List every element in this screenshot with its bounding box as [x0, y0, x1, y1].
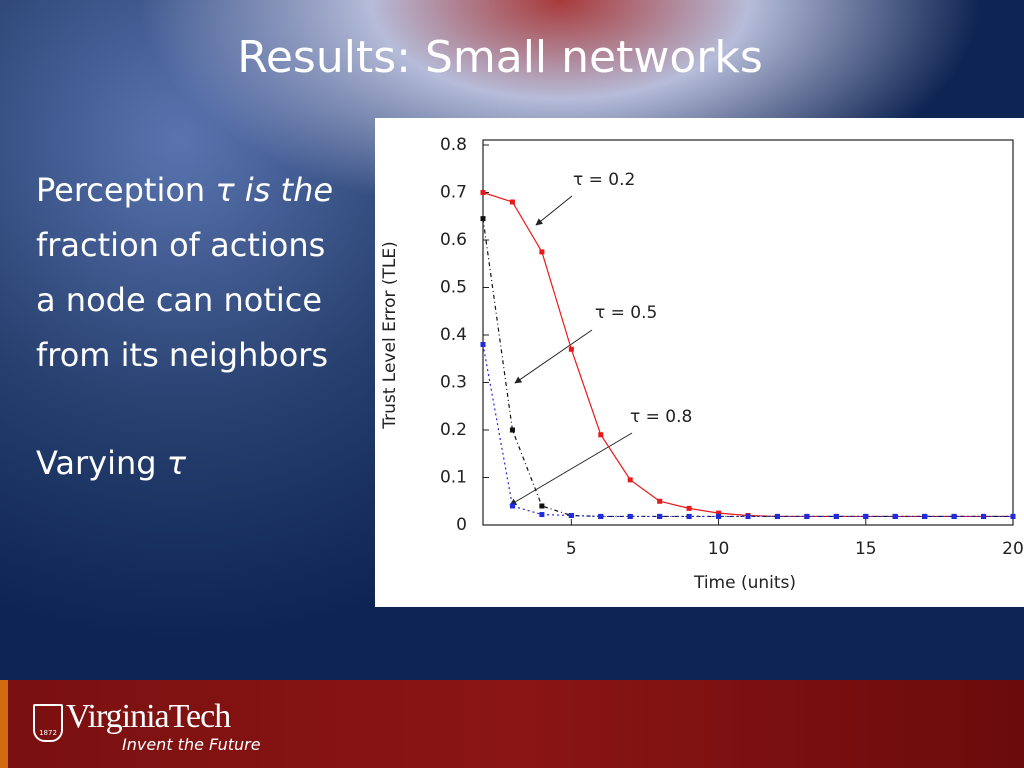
point — [892, 513, 898, 519]
x-tick-label: 5 — [566, 539, 577, 559]
point — [833, 513, 839, 519]
year: 1872 — [39, 729, 57, 737]
logo-shield: 1872 — [33, 704, 63, 742]
annotation: τ = 0.5 — [595, 303, 657, 323]
y-tick-label: 0.5 — [440, 278, 467, 298]
x-tick-label: 15 — [855, 539, 877, 559]
logo: VirginiaTech — [66, 698, 231, 735]
line: fraction of actions — [36, 226, 326, 264]
annotation: τ = 0.8 — [630, 407, 692, 427]
point — [480, 342, 486, 347]
point — [686, 513, 692, 519]
point — [863, 513, 869, 519]
paragraph: Perception τ is the fraction of actions … — [36, 163, 333, 383]
point — [951, 513, 957, 519]
point — [539, 512, 545, 518]
point — [480, 190, 486, 195]
point — [509, 427, 515, 433]
tagline: Invent the Future — [122, 735, 261, 754]
y-tick-label: 0.8 — [440, 135, 467, 155]
line: from its neighbors — [36, 336, 329, 374]
accent — [0, 680, 8, 768]
point — [981, 513, 987, 519]
line: a node can notice — [36, 281, 323, 319]
varying: Varying τ — [36, 436, 186, 491]
y-tick-label: 0.2 — [440, 420, 467, 440]
point — [627, 477, 633, 483]
point — [568, 346, 574, 352]
point — [509, 199, 515, 205]
y-axis-label: Trust Level Error (TLE) — [380, 241, 400, 430]
x-tick-label: 10 — [708, 539, 730, 559]
point — [568, 513, 574, 518]
x-tick-label: 20 — [1002, 539, 1024, 559]
y-tick-label: 0 — [456, 515, 467, 535]
point — [745, 513, 751, 519]
point — [539, 503, 545, 509]
arrow — [509, 432, 633, 506]
point — [480, 216, 486, 222]
annotation: τ = 0.2 — [573, 170, 635, 190]
point — [509, 503, 515, 509]
point — [804, 513, 810, 519]
footer: 1872 VirginiaTech Invent the Future — [0, 680, 1024, 768]
arrow — [514, 329, 593, 384]
varying-symbol: τ — [166, 444, 187, 482]
point — [657, 513, 663, 519]
y-tick-label: 0.7 — [440, 183, 467, 203]
line: Perception τ is the — [36, 163, 333, 218]
point — [716, 510, 722, 516]
point — [657, 498, 663, 504]
point — [539, 249, 545, 255]
plot-frame — [482, 139, 1014, 526]
y-tick-label: 0.1 — [440, 468, 467, 488]
y-tick-label: 0.6 — [440, 230, 467, 250]
point — [686, 505, 692, 511]
point — [716, 513, 722, 519]
lead: Perception — [36, 171, 206, 209]
point — [627, 513, 633, 519]
y-tick-label: 0.3 — [440, 373, 467, 393]
point — [922, 513, 928, 519]
point — [598, 432, 604, 438]
chart-background — [375, 118, 1024, 607]
point — [774, 513, 780, 519]
emphasis: τ is the — [215, 171, 334, 209]
point — [598, 513, 604, 519]
varying-text: Varying — [36, 444, 157, 482]
x-axis-label: Time (units) — [693, 573, 796, 593]
point — [1010, 513, 1016, 519]
slide-title: Results: Small networks — [237, 32, 763, 83]
arrow — [535, 195, 573, 226]
y-tick-label: 0.4 — [440, 325, 467, 345]
